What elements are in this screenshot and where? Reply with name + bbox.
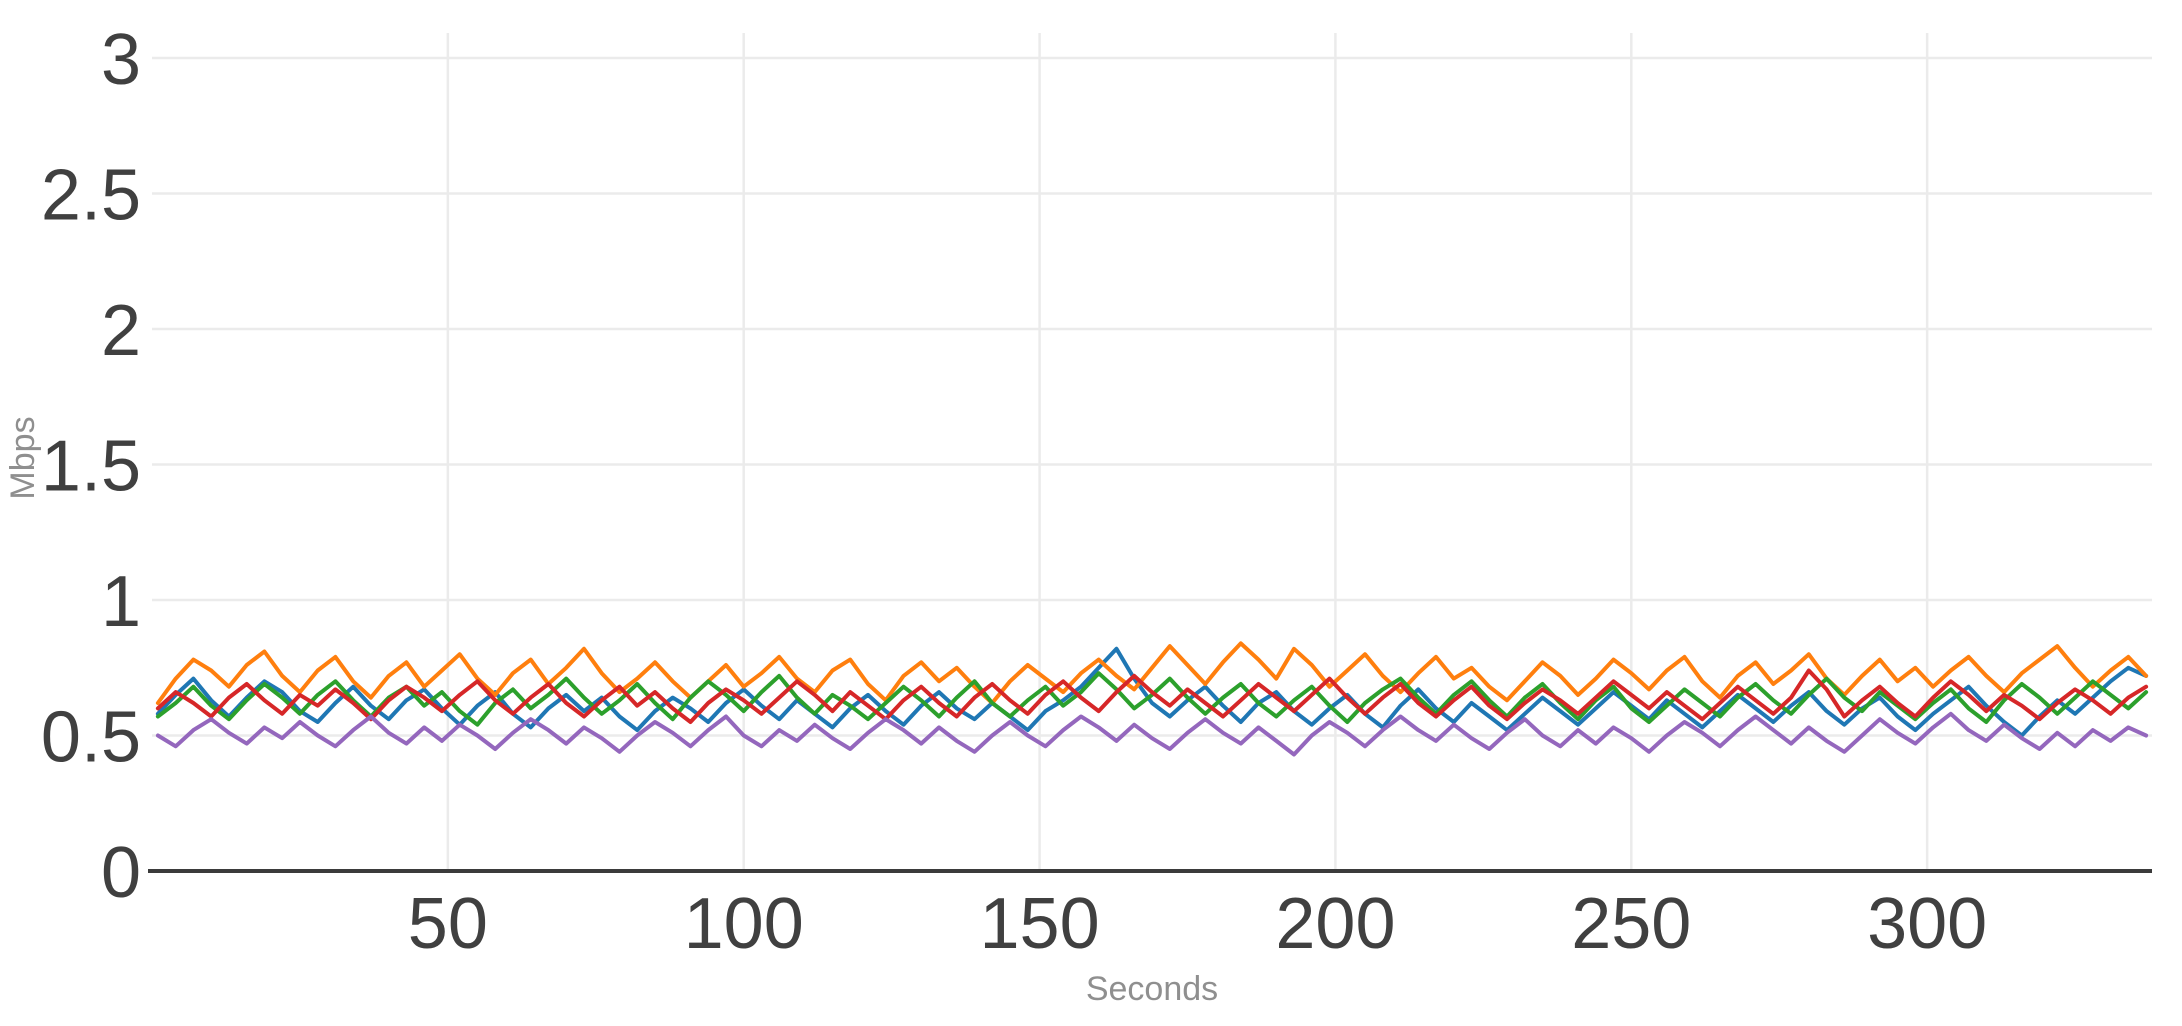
vertical-gridlines [446, 33, 1929, 869]
y-axis-tick-labels: 0 0.5 1 1.5 2 2.5 3 [41, 20, 141, 913]
x-tick-150: 150 [980, 884, 1100, 964]
x-tick-50: 50 [408, 884, 488, 964]
y-tick-1.5: 1.5 [41, 426, 141, 506]
y-tick-2: 2 [101, 291, 141, 371]
x-tick-250: 250 [1571, 884, 1691, 964]
y-axis-title: Mbps [4, 416, 42, 499]
line-series-3 [155, 671, 2149, 727]
line-series-4 [155, 668, 2149, 724]
y-tick-0: 0 [101, 833, 141, 913]
plot-series [155, 641, 2149, 757]
horizontal-gridlines [152, 56, 2152, 737]
line-series-2 [155, 641, 2149, 705]
x-tick-100: 100 [684, 884, 804, 964]
y-tick-3: 3 [101, 20, 141, 100]
y-tick-2.5: 2.5 [41, 155, 141, 235]
line-series-5 [155, 711, 2149, 757]
x-axis-tick-labels: 50 100 150 200 250 300 [408, 884, 1987, 964]
y-tick-0.5: 0.5 [41, 697, 141, 777]
y-tick-1: 1 [101, 562, 141, 642]
x-tick-200: 200 [1275, 884, 1395, 964]
x-axis-title: Seconds [1086, 970, 1218, 1008]
x-tick-300: 300 [1867, 884, 1987, 964]
